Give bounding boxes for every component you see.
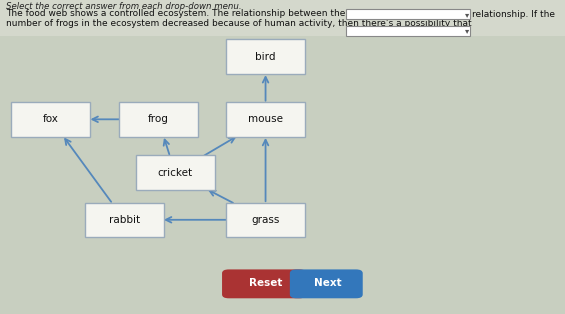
FancyBboxPatch shape (119, 102, 198, 137)
FancyBboxPatch shape (85, 203, 164, 237)
FancyBboxPatch shape (346, 9, 470, 19)
FancyBboxPatch shape (226, 102, 305, 137)
FancyBboxPatch shape (226, 39, 305, 74)
FancyBboxPatch shape (0, 0, 565, 36)
Text: Reset: Reset (249, 278, 282, 288)
FancyBboxPatch shape (346, 26, 470, 36)
Text: Next: Next (314, 278, 341, 288)
Text: fox: fox (43, 114, 59, 124)
Text: ▾: ▾ (465, 10, 470, 19)
Text: cricket: cricket (158, 168, 193, 178)
Text: mouse: mouse (248, 114, 283, 124)
FancyBboxPatch shape (222, 269, 306, 298)
Text: Select the correct answer from each drop-down menu.: Select the correct answer from each drop… (6, 2, 241, 11)
Text: frog: frog (148, 114, 168, 124)
Text: relationship. If the: relationship. If the (472, 10, 555, 19)
FancyBboxPatch shape (136, 155, 215, 190)
Text: number of frogs in the ecosystem decreased because of human activity, then there: number of frogs in the ecosystem decreas… (6, 19, 471, 28)
Text: ▾: ▾ (465, 26, 470, 35)
Text: bird: bird (255, 51, 276, 62)
FancyBboxPatch shape (226, 203, 305, 237)
Text: grass: grass (251, 215, 280, 225)
Text: The food web shows a controlled ecosystem. The relationship between the fox and : The food web shows a controlled ecosyste… (6, 9, 448, 19)
Text: rabbit: rabbit (108, 215, 140, 225)
FancyBboxPatch shape (11, 102, 90, 137)
FancyBboxPatch shape (290, 269, 363, 298)
